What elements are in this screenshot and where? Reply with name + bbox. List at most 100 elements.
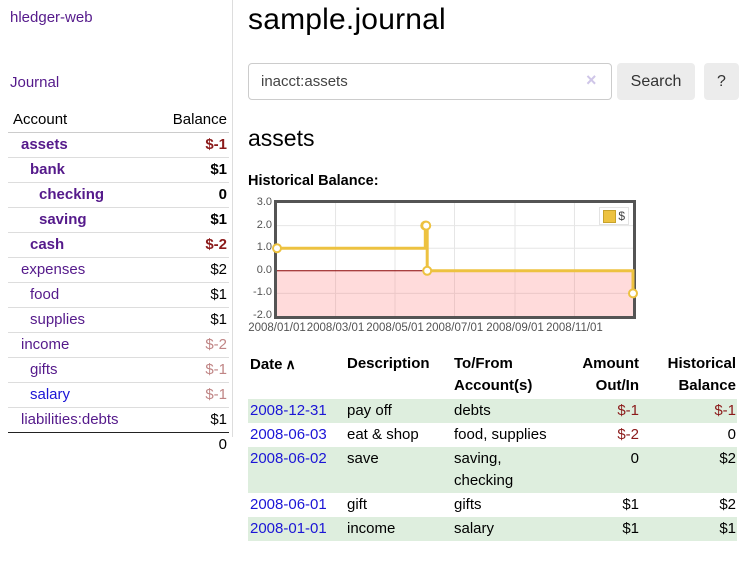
date-link[interactable]: 2008-01-01 [250, 520, 327, 537]
x-axis-tick: 2008/05/01 [366, 322, 424, 334]
account-balance: $1 [151, 157, 229, 183]
balance-cell: $2 [719, 496, 736, 513]
description-cell: gift [347, 496, 368, 513]
balance-cell: 0 [727, 426, 736, 443]
register-row: 2008-06-01 gift gifts $1 $2 [248, 493, 737, 517]
description-cell: income [347, 520, 396, 537]
date-cell: 2008-06-02 [248, 447, 345, 493]
register-header-accounts: To/From Account(s) [454, 355, 533, 394]
account-link[interactable]: salary [30, 386, 71, 403]
account-link[interactable]: liabilities:debts [21, 411, 119, 428]
amount-cell: $1 [622, 496, 639, 513]
account-name-cell: bank [8, 157, 152, 183]
sidebar: hledger-web Journal Account Balance asse… [0, 0, 233, 457]
account-link[interactable]: assets [21, 136, 68, 153]
account-balance: $-2 [151, 332, 229, 358]
amount-cell: 0 [630, 450, 639, 467]
account-tree-body: assets $-1 bank $1 checking 0 saving $1 cash $-2 e… [8, 132, 229, 433]
date-link[interactable]: 2008-06-02 [250, 450, 327, 467]
chart-title: Historical Balance: [248, 173, 379, 189]
account-name-cell: checking [8, 182, 152, 208]
register-header-amount: Amount Out/In [582, 355, 639, 394]
account-row: food $1 [8, 282, 229, 308]
y-axis-tick: 3.0 [256, 196, 272, 208]
account-link[interactable]: cash [30, 236, 65, 253]
account-link[interactable]: supplies [30, 311, 86, 328]
account-link[interactable]: food [30, 286, 60, 303]
clear-search-icon[interactable]: × [586, 70, 597, 90]
search-button[interactable]: Search [617, 63, 695, 100]
account-name-cell: saving [8, 207, 152, 233]
accounts-cell: food, supplies [454, 426, 547, 443]
y-axis-tick: 2.0 [256, 218, 272, 231]
account-row: cash $-2 [8, 232, 229, 258]
date-link[interactable]: 2008-06-01 [250, 496, 327, 513]
x-axis-tick: 2008/01/01 [248, 322, 306, 334]
accounts-cell: debts [454, 402, 491, 419]
account-link[interactable]: income [21, 336, 70, 353]
account-balance: $-2 [151, 232, 229, 258]
date-cell: 2008-06-03 [248, 423, 345, 447]
account-balance: $-1 [151, 357, 229, 383]
x-axis-tick: 2008/09/01 [486, 322, 544, 334]
account-row: bank $1 [8, 157, 229, 183]
x-axis-tick: 2008/07/01 [425, 322, 484, 334]
date-cell: 2008-06-01 [248, 493, 345, 517]
y-axis-tick: 1.0 [256, 241, 272, 254]
date-link[interactable]: 2008-06-03 [250, 426, 327, 443]
y-axis-tick: -1.0 [253, 286, 272, 299]
account-balance: 0 [151, 182, 229, 208]
date-link[interactable]: 2008-12-31 [250, 402, 327, 419]
data-point-marker [628, 288, 638, 299]
account-link[interactable]: bank [30, 161, 66, 178]
data-point-marker [421, 220, 432, 231]
register-row: 2008-06-03 eat & shop food, supplies $-2 0 [248, 423, 737, 447]
account-name-cell: food [8, 282, 152, 308]
account-link[interactable]: expenses [21, 261, 86, 278]
amount-cell: $1 [622, 520, 639, 537]
account-balance: $1 [151, 207, 229, 233]
account-row: liabilities:debts $1 [8, 408, 229, 433]
balance-cell: $-1 [714, 402, 736, 419]
account-row: checking 0 [8, 182, 229, 208]
chart-region: $ 3.0 2.0 1.0 0.0 -1.0 -2.0 2008/01/01 2008/03/… [248, 196, 737, 337]
amount-cell: $-2 [617, 426, 639, 443]
account-name-cell: gifts [8, 357, 152, 383]
description-cell: eat & shop [347, 426, 419, 443]
help-button[interactable]: ? [704, 63, 739, 100]
account-link[interactable]: gifts [30, 361, 58, 378]
account-name-cell: income [8, 332, 152, 358]
balance-column-header: Balance [151, 108, 229, 133]
account-balance: $-1 [151, 382, 229, 408]
app-title-link[interactable]: hledger-web [10, 9, 93, 26]
register-row: 2008-01-01 income salary $1 $1 [248, 517, 737, 541]
register-body: 2008-12-31 pay off debts $-1 $-1 2008-06-03 ea… [248, 399, 737, 541]
account-name-cell: supplies [8, 307, 152, 333]
data-point-marker [272, 243, 282, 254]
account-tree-header-row: Account Balance [8, 108, 229, 133]
y-axis-tick: -2.0 [253, 309, 272, 321]
x-axis-tick: 2008/03/01 [306, 322, 365, 334]
sort-asc-icon: ∧ [285, 356, 296, 372]
register-header-date[interactable]: Date ∧ [248, 351, 345, 399]
register-header-balance: Historical Balance [667, 355, 736, 394]
account-total-row: 0 [8, 432, 229, 457]
account-name-cell: cash [8, 232, 152, 258]
sidebar-nav-journal[interactable]: Journal [10, 74, 60, 91]
account-link[interactable]: checking [39, 186, 105, 203]
main-content: sample.journal × Search ? assets Histori… [248, 0, 739, 541]
register-header-row: Date ∧ Description To/From Account(s) Amo… [248, 351, 737, 399]
register-row: 2008-12-31 pay off debts $-1 $-1 [248, 399, 737, 423]
balance-chart: $ [272, 200, 638, 319]
description-cell: save [347, 450, 379, 467]
date-cell: 2008-01-01 [248, 517, 345, 541]
account-name-cell: salary [8, 382, 152, 408]
data-point-marker [422, 265, 433, 276]
account-balance: $1 [151, 307, 229, 333]
search-input[interactable] [248, 63, 612, 100]
amount-cell: $-1 [617, 402, 639, 419]
account-row: saving $1 [8, 207, 229, 233]
account-row: income $-2 [8, 332, 229, 358]
account-row: gifts $-1 [8, 357, 229, 383]
account-link[interactable]: saving [39, 211, 87, 228]
